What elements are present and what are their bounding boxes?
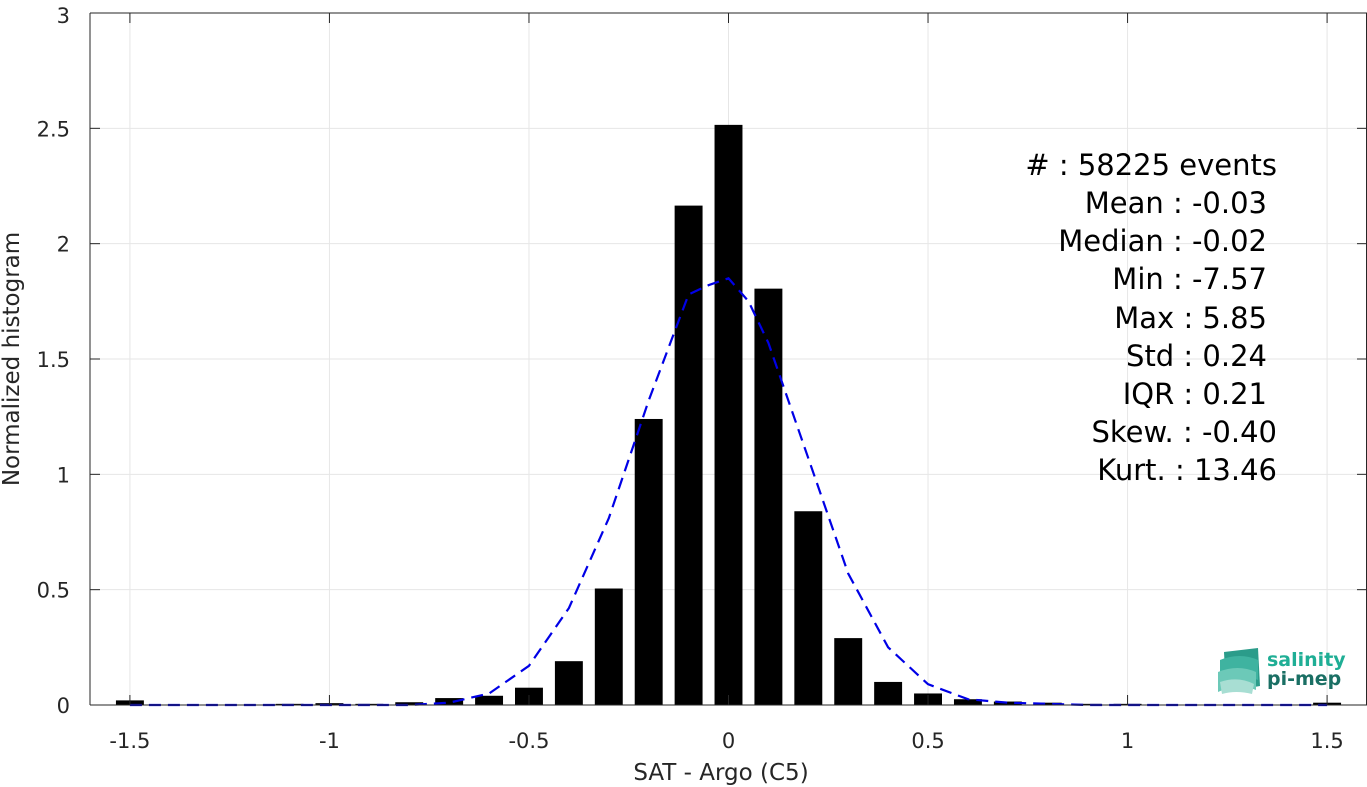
histogram-bar bbox=[594, 588, 623, 705]
histogram-bar bbox=[475, 695, 504, 705]
x-tick-label: 1 bbox=[1121, 729, 1134, 753]
histogram-bar bbox=[714, 124, 743, 705]
stat-std: Std : 0.24 bbox=[1126, 339, 1267, 373]
x-axis-ticks: -1.5 -1 -0.5 0 0.5 1 1.5 bbox=[109, 13, 1344, 753]
y-tick-label: 0 bbox=[57, 694, 70, 718]
x-axis-label: SAT - Argo (C5) bbox=[633, 760, 808, 786]
y-tick-label: 2 bbox=[57, 233, 70, 257]
logo-text-salinity: salinity bbox=[1267, 649, 1346, 671]
salinity-pimep-logo: salinity pi-mep bbox=[1218, 648, 1346, 694]
x-tick-label: 0.5 bbox=[911, 729, 944, 753]
y-tick-label: 1.5 bbox=[37, 348, 70, 372]
stat-kurt: Kurt. : 13.46 bbox=[1097, 453, 1277, 487]
stat-min: Min : -7.57 bbox=[1112, 262, 1267, 296]
histogram-bar bbox=[554, 661, 583, 705]
x-tick-label: 0 bbox=[722, 729, 735, 753]
x-tick-label: -1 bbox=[319, 729, 340, 753]
y-axis-label: Normalized histogram bbox=[0, 232, 25, 486]
y-tick-label: 0.5 bbox=[37, 579, 70, 603]
statistics-box: # : 58225 events Mean : -0.03 Median : -… bbox=[1025, 148, 1277, 487]
stat-count: # : 58225 events bbox=[1025, 148, 1277, 182]
histogram-bar bbox=[634, 418, 663, 705]
y-tick-label: 3 bbox=[57, 4, 70, 28]
histogram-bar bbox=[754, 288, 783, 705]
histogram-bar bbox=[1033, 702, 1062, 705]
stat-mean: Mean : -0.03 bbox=[1085, 186, 1267, 220]
histogram-bar bbox=[993, 701, 1022, 705]
y-tick-label: 1 bbox=[57, 463, 70, 487]
stat-skew: Skew. : -0.40 bbox=[1091, 415, 1277, 449]
stat-max: Max : 5.85 bbox=[1114, 301, 1267, 335]
stat-iqr: IQR : 0.21 bbox=[1123, 377, 1267, 411]
histogram-bar bbox=[674, 205, 703, 705]
stat-median: Median : -0.02 bbox=[1058, 224, 1267, 258]
x-tick-label: -0.5 bbox=[508, 729, 549, 753]
histogram-bar bbox=[435, 698, 464, 705]
histogram-bar bbox=[794, 511, 823, 705]
histogram-bar bbox=[874, 681, 903, 705]
x-tick-label: -1.5 bbox=[109, 729, 150, 753]
bar-series bbox=[115, 124, 1342, 706]
histogram-bar bbox=[1073, 703, 1102, 705]
histogram-bar bbox=[953, 699, 982, 705]
y-axis-ticks: 0 0.5 1 1.5 2 2.5 3 bbox=[37, 4, 1367, 718]
y-tick-label: 2.5 bbox=[37, 117, 70, 141]
logo-wave-icon bbox=[1218, 648, 1260, 694]
logo-text-pimep: pi-mep bbox=[1267, 668, 1341, 690]
histogram-bar bbox=[395, 702, 424, 705]
x-tick-label: 1.5 bbox=[1310, 729, 1343, 753]
histogram-bar bbox=[834, 638, 863, 705]
